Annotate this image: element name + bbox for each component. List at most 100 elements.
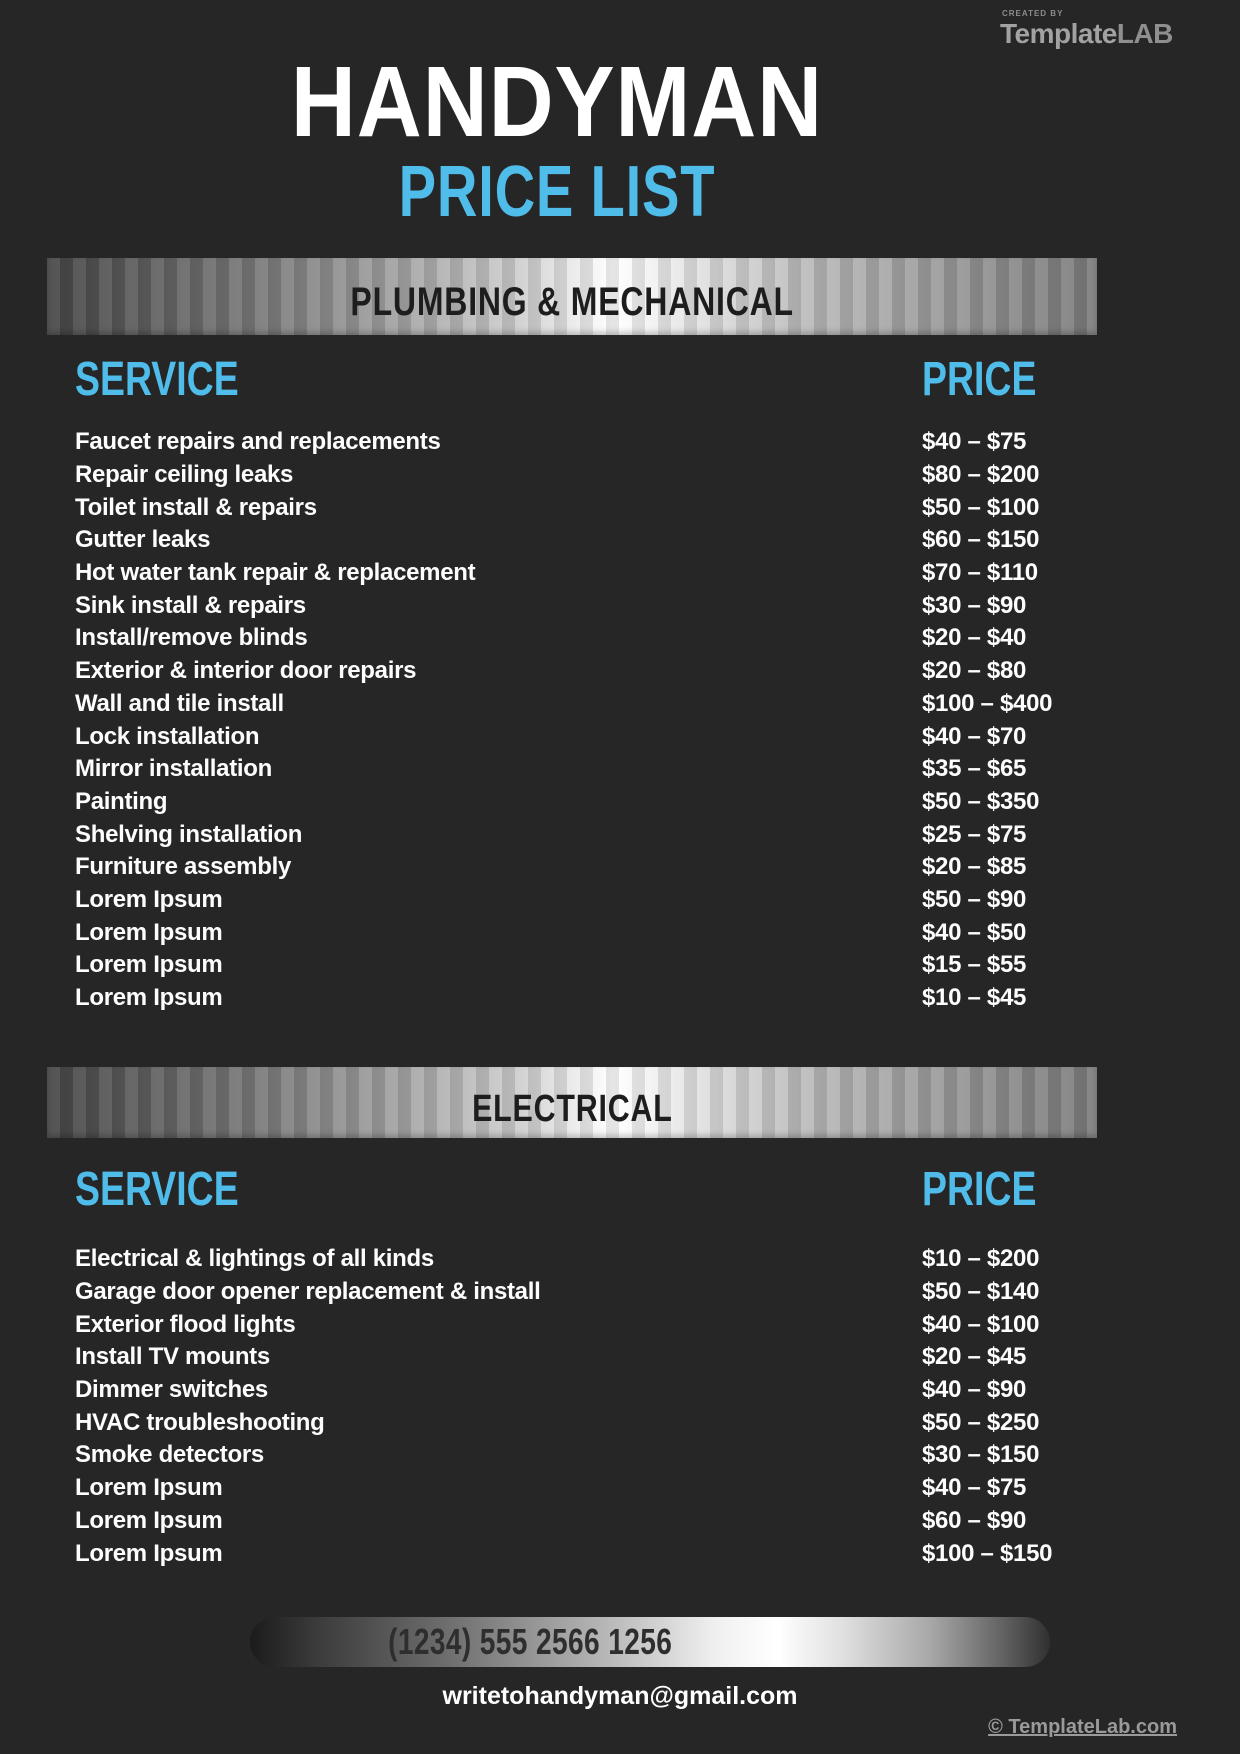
service-price: $20 – $80 — [922, 657, 1027, 685]
price-list-row: Exterior flood lights $40 – $100 — [75, 1308, 1165, 1341]
price-list-row: Lorem Ipsum $40 – $75 — [75, 1472, 1165, 1505]
service-column-header: SERVICE — [75, 1163, 239, 1216]
templatelab-logo: CREATED BY TemplateLAB — [1000, 10, 1173, 48]
service-name: Shelving installation — [75, 820, 303, 848]
service-name: Hot water tank repair & replacement — [75, 559, 476, 587]
service-price: $50 – $250 — [922, 1408, 1040, 1436]
contact-email: writetohandyman@gmail.com — [442, 1682, 798, 1710]
service-price: $25 – $75 — [922, 820, 1027, 848]
service-name: Gutter leaks — [75, 526, 211, 554]
price-list-row: Wall and tile install $100 – $400 — [75, 688, 1165, 721]
service-price: $30 – $90 — [922, 591, 1027, 619]
service-price: $10 – $45 — [922, 984, 1027, 1012]
price-list-row: Lock installation $40 – $70 — [75, 720, 1165, 753]
service-name: Exterior flood lights — [75, 1310, 296, 1338]
service-column-header: SERVICE — [75, 353, 239, 406]
price-list-row: Garage door opener replacement & install… — [75, 1276, 1165, 1309]
price-list-row: Gutter leaks $60 – $150 — [75, 524, 1165, 557]
price-list-row: Install TV mounts $20 – $45 — [75, 1341, 1165, 1374]
price-list-row: Shelving installation $25 – $75 — [75, 818, 1165, 851]
service-price: $50 – $350 — [922, 787, 1040, 815]
service-price: $50 – $90 — [922, 885, 1027, 913]
column-headers-electrical: SERVICE PRICE — [75, 1166, 1165, 1214]
service-name: Toilet install & repairs — [75, 493, 317, 521]
service-price: $100 – $150 — [922, 1539, 1053, 1567]
price-list-row: Repair ceiling leaks $80 – $200 — [75, 459, 1165, 492]
service-name: Install/remove blinds — [75, 624, 308, 652]
service-price: $70 – $110 — [922, 559, 1038, 587]
service-price: $40 – $100 — [922, 1310, 1040, 1338]
phone-banner: (1234) 555 2566 1256 — [250, 1617, 1050, 1667]
service-price: $15 – $55 — [922, 951, 1027, 979]
service-price: $40 – $75 — [922, 428, 1027, 456]
service-name: Lorem Ipsum — [75, 1539, 223, 1567]
service-price: $20 – $40 — [922, 624, 1027, 652]
price-list-row: Toilet install & repairs $50 – $100 — [75, 491, 1165, 524]
templatelab-copyright-link[interactable]: © TemplateLab.com — [988, 1716, 1177, 1738]
price-list-row: Sink install & repairs $30 – $90 — [75, 589, 1165, 622]
price-list-row: Hot water tank repair & replacement $70 –… — [75, 557, 1165, 590]
service-price: $10 – $200 — [922, 1245, 1040, 1273]
service-name: Lock installation — [75, 722, 260, 750]
service-name: Mirror installation — [75, 755, 272, 783]
service-price: $100 – $400 — [922, 689, 1053, 717]
service-name: Lorem Ipsum — [75, 1506, 223, 1534]
price-column-header: PRICE — [922, 353, 1037, 406]
service-price: $50 – $140 — [922, 1278, 1040, 1306]
price-list-electrical: Electrical & lightings of all kinds $10 –… — [75, 1243, 1165, 1570]
service-price: $40 – $75 — [922, 1474, 1027, 1502]
service-name: Painting — [75, 787, 168, 815]
price-list-row: Lorem Ipsum $40 – $50 — [75, 916, 1165, 949]
logo-brand-lab: LAB — [1116, 18, 1174, 49]
service-name: Lorem Ipsum — [75, 1474, 223, 1502]
service-name: Exterior & interior door repairs — [75, 657, 417, 685]
service-name: Electrical & lightings of all kinds — [75, 1245, 434, 1273]
service-name: Lorem Ipsum — [75, 984, 223, 1012]
service-price: $50 – $100 — [922, 493, 1040, 521]
service-price: $40 – $70 — [922, 722, 1027, 750]
service-name: Sink install & repairs — [75, 591, 306, 619]
price-list-row: Lorem Ipsum $100 – $150 — [75, 1537, 1165, 1570]
price-list-row: Faucet repairs and replacements $40 – $75 — [75, 426, 1165, 459]
service-name: Lorem Ipsum — [75, 918, 223, 946]
price-list-row: Smoke detectors $30 – $150 — [75, 1439, 1165, 1472]
logo-brand-template: Template — [1000, 18, 1117, 49]
service-name: Wall and tile install — [75, 689, 284, 717]
page-subtitle: PRICE LIST — [398, 152, 716, 232]
column-headers-plumbing: SERVICE PRICE — [75, 356, 1165, 404]
price-list-row: Mirror installation $35 – $65 — [75, 753, 1165, 786]
service-name: Lorem Ipsum — [75, 951, 223, 979]
service-name: Faucet repairs and replacements — [75, 428, 441, 456]
section-band-plumbing: PLUMBING & MECHANICAL — [47, 258, 1097, 335]
price-list-row: Furniture assembly $20 – $85 — [75, 851, 1165, 884]
service-name: Furniture assembly — [75, 853, 292, 881]
service-price: $60 – $150 — [922, 526, 1040, 554]
price-column-header: PRICE — [922, 1163, 1037, 1216]
section-title-electrical: ELECTRICAL — [471, 1088, 673, 1130]
price-list-row: Exterior & interior door repairs $20 – $8… — [75, 655, 1165, 688]
service-price: $80 – $200 — [922, 461, 1040, 489]
service-price: $60 – $90 — [922, 1506, 1027, 1534]
service-name: Garage door opener replacement & install — [75, 1278, 541, 1306]
price-list-row: Lorem Ipsum $50 – $90 — [75, 884, 1165, 917]
logo-created-by-label: CREATED BY — [1002, 9, 1064, 18]
price-list-plumbing: Faucet repairs and replacements $40 – $75… — [75, 426, 1165, 1014]
service-name: Install TV mounts — [75, 1343, 270, 1371]
service-price: $40 – $90 — [922, 1376, 1027, 1404]
price-list-row: Painting $50 – $350 — [75, 786, 1165, 819]
price-list-row: Dimmer switches $40 – $90 — [75, 1374, 1165, 1407]
service-name: Smoke detectors — [75, 1441, 264, 1469]
service-name: HVAC troubleshooting — [75, 1408, 325, 1436]
page-title: HANDYMAN — [290, 46, 824, 158]
service-name: Dimmer switches — [75, 1376, 268, 1404]
service-price: $20 – $45 — [922, 1343, 1027, 1371]
section-title-plumbing: PLUMBING & MECHANICAL — [350, 280, 794, 324]
logo-brand-text: TemplateLAB — [1000, 20, 1173, 48]
phone-number: (1234) 555 2566 1256 — [387, 1621, 673, 1662]
service-price: $20 – $85 — [922, 853, 1027, 881]
section-band-electrical: ELECTRICAL — [47, 1067, 1097, 1138]
header-block: HANDYMAN PRICE LIST — [0, 52, 1114, 228]
service-name: Repair ceiling leaks — [75, 461, 294, 489]
price-list-row: Lorem Ipsum $10 – $45 — [75, 982, 1165, 1015]
price-list-row: HVAC troubleshooting $50 – $250 — [75, 1406, 1165, 1439]
